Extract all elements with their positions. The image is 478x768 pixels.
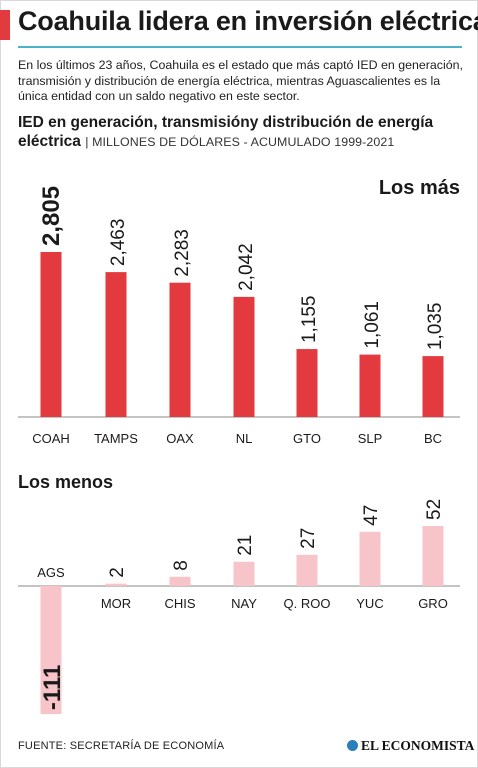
chart-heading-subtitle: | MILLONES DE DÓLARES - ACUMULADO 1999-2… bbox=[85, 135, 395, 149]
chart-heading-title: IED en generación, transmisióny distribu… bbox=[18, 114, 434, 150]
top-category-label: BC bbox=[424, 431, 442, 446]
top-category-label: COAH bbox=[32, 431, 70, 446]
bottom-value-label: 27 bbox=[298, 528, 319, 549]
top-bar-gto bbox=[296, 349, 318, 417]
top-category-label: GTO bbox=[293, 431, 321, 446]
brand-logo: EL ECONOMISTA bbox=[347, 738, 474, 754]
title-accent-bar bbox=[0, 10, 10, 40]
top-bar-nl bbox=[233, 296, 255, 417]
page-title: Coahuila lidera en inversión eléctrica bbox=[18, 6, 478, 36]
bottom-category-label: GRO bbox=[418, 596, 448, 611]
brand-name: EL ECONOMISTA bbox=[361, 738, 475, 753]
bottom-category-label: YUC bbox=[356, 596, 383, 611]
top-bar-bc bbox=[422, 356, 444, 417]
top-value-label: 1,035 bbox=[425, 303, 446, 351]
top-value-label: 1,155 bbox=[299, 296, 320, 344]
top-value-label: 2,042 bbox=[236, 243, 257, 291]
bottom-chart-bars: -111 AGS 2 MOR 8 CHIS 21 NAY 27 Q. ROO 47 YUC 52 GRO bbox=[37, 499, 448, 715]
bottom-value-label: 21 bbox=[235, 535, 256, 556]
top-value-label: 1,061 bbox=[362, 301, 383, 349]
title-divider bbox=[18, 46, 462, 48]
top-bar-oax bbox=[169, 282, 191, 417]
chart-heading: IED en generación, transmisióny distribu… bbox=[18, 113, 468, 152]
top-category-label: NL bbox=[236, 431, 253, 446]
el-economista-logo-icon bbox=[347, 740, 358, 751]
bottom-bar-chis bbox=[169, 576, 191, 586]
bottom-value-label: 2 bbox=[107, 567, 128, 578]
top-category-label: SLP bbox=[358, 431, 383, 446]
top-category-label: OAX bbox=[166, 431, 194, 446]
bottom-category-label: CHIS bbox=[164, 596, 195, 611]
top-value-label: 2,805 bbox=[38, 186, 65, 246]
bottom-bar-nay bbox=[233, 561, 255, 586]
bottom-chart-title: Los menos bbox=[18, 472, 113, 492]
bottom-value-label: 8 bbox=[171, 560, 192, 571]
bottom-value-label: -111 bbox=[39, 665, 66, 710]
top-bar-slp bbox=[359, 354, 381, 417]
top-category-label: TAMPS bbox=[94, 431, 138, 446]
intro-text: En los últimos 23 años, Coahuila es el e… bbox=[18, 58, 463, 103]
bottom-bar-ags bbox=[40, 586, 62, 715]
top-chart-title: Los más bbox=[379, 177, 460, 199]
bottom-category-label: AGS bbox=[37, 565, 65, 580]
bottom-value-label: 52 bbox=[424, 499, 445, 520]
bottom-category-label: MOR bbox=[101, 596, 131, 611]
top-bar-tamps bbox=[105, 272, 127, 417]
top-bar-coah bbox=[40, 252, 62, 417]
bottom-category-label: NAY bbox=[231, 596, 257, 611]
top-chart-bars: 2,805 COAH 2,463 TAMPS 2,283 OAX 2,042 NL 1,155 G… bbox=[32, 186, 446, 446]
bottom-bar-mor bbox=[105, 583, 127, 586]
source-note: FUENTE: SECRETARÍA DE ECONOMÍA bbox=[18, 740, 225, 752]
top-value-label: 2,283 bbox=[172, 229, 193, 277]
bottom-value-label: 47 bbox=[361, 505, 382, 526]
bottom-bar-yuc bbox=[359, 531, 381, 586]
bottom-bar-q-roo bbox=[296, 554, 318, 586]
top-value-label: 2,463 bbox=[108, 219, 129, 267]
bottom-bar-gro bbox=[422, 526, 444, 586]
bottom-category-label: Q. ROO bbox=[284, 596, 331, 611]
